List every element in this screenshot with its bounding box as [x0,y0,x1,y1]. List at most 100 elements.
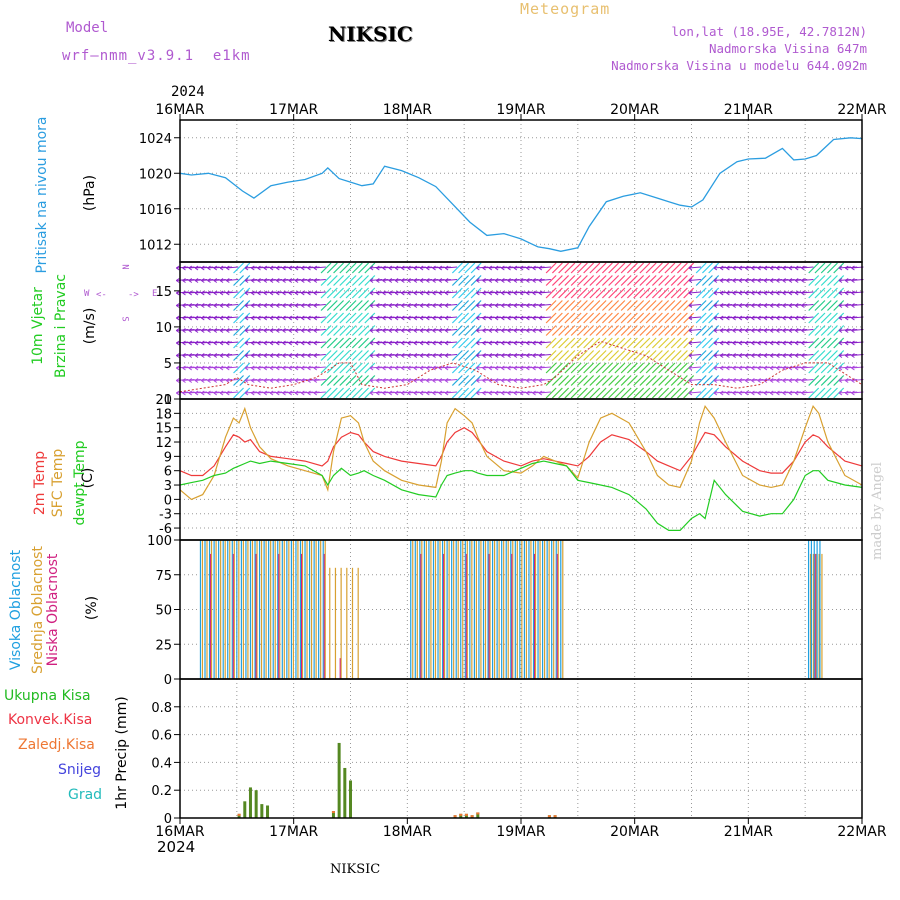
wind-arrowhead [313,265,318,271]
wind-arrowhead [488,365,493,371]
wind-arrowhead [444,328,449,333]
wind-arrowhead [763,278,768,283]
date-label-top: 19MAR [496,102,545,118]
wind-arrowhead [388,378,393,383]
wind-arrowhead [851,315,855,321]
wind-arrowhead [688,390,693,396]
wind-arrow [688,378,701,382]
wind-arrowhead [269,378,274,383]
wind-arrow [658,350,670,361]
wind-arrowhead [751,378,755,383]
wind-arrowhead [844,303,849,308]
wind-arrowhead [794,315,799,321]
wind-arrow [683,287,695,299]
wind-arrowhead [276,378,280,383]
wind-arrowhead [844,278,849,283]
wind-arrowhead [444,378,449,383]
wind-arrowhead [782,365,786,371]
wind-arrowhead [207,328,211,333]
wind-arrow [583,325,595,336]
wind-arrow [601,287,613,299]
wind-arrowhead [213,290,218,296]
wind-arrow [595,275,607,286]
wind-arrowhead [194,278,199,283]
wind-arrow [595,325,607,336]
wind-arrow [545,325,557,336]
wind-arrowhead [382,353,386,358]
wind-arrow [326,287,338,299]
wind-arrowhead [782,340,786,346]
wind-arrowhead [476,290,480,296]
wind-arrow [801,266,814,269]
y-tick-label: 15 [155,285,172,300]
wind-arrow [808,350,820,361]
wind-arrowhead [507,378,511,383]
wind-arrowhead [175,353,180,358]
wind-arrow [339,262,351,274]
wind-arrow [801,303,814,307]
precip-bar [237,813,241,818]
wind-arrow [664,325,676,336]
wind-arrowhead [219,265,224,271]
wind-arrow [564,375,576,386]
wind-arrowhead [732,328,736,333]
wind-arrow [464,262,476,274]
wind-arrowhead [401,378,405,383]
wind-arrow [239,262,251,274]
wind-arrowhead [307,378,311,383]
wind-arrowhead [532,365,536,371]
wind-arrow [670,312,682,324]
date-label-top: 20MAR [610,102,659,118]
wind-arrow [239,275,251,286]
wind-arrowhead [719,328,724,333]
date-label-bottom: 17MAR [269,824,318,840]
wind-arrowhead [269,303,274,308]
wind-arrow [683,337,695,349]
wind-arrowhead [382,290,386,296]
station-title: NIKSIC [328,22,413,46]
wind-arrowhead [526,303,530,308]
wind-arrow [608,275,620,286]
wind-arrowhead [851,303,855,308]
wind-arrow [345,287,357,299]
wind-arrowhead [713,265,718,271]
wind-arrow [814,387,826,399]
wind-arrow [808,387,820,399]
wind-arrowhead [844,328,849,333]
y-tick-label: -3 [159,508,172,523]
wind-arrow [645,337,657,349]
wind-arrow [670,275,682,286]
wind-arrowhead [444,353,449,358]
wind-arrow [445,341,458,344]
wind-arrow [589,300,601,311]
wind-arrowhead [482,378,486,383]
wind-arrowhead [407,353,411,358]
wind-arrowhead [188,265,193,271]
wind-arrowhead [394,340,399,346]
wind-arrow [608,362,620,374]
wind-arrow [313,378,326,382]
wind-arrowhead [182,340,186,346]
wind-arrow [464,275,476,286]
wind-arrow [645,275,657,286]
wind-arrowhead [438,278,443,283]
y-tick-label: 0 [164,493,172,508]
wind-arrowhead [507,340,511,346]
wind-arrow [570,350,582,361]
wind-arrow [814,362,826,374]
wind-arrowhead [438,328,443,333]
wind-arrowhead [794,278,799,283]
wind-arrowhead [313,353,318,358]
wind-arrow [676,287,688,299]
precip-frozen-bar [453,815,457,818]
wind-arrowhead [851,365,855,371]
wind-arrow [688,278,701,282]
wind-arrowhead [438,353,443,358]
wind-arrowhead [488,390,493,396]
wind-arrow [451,362,463,374]
wind-arrow [470,262,482,274]
wind-arrowhead [413,340,418,346]
wind-arrow [320,275,332,286]
wind-arrow [608,387,620,399]
wind-arrowhead [307,353,311,358]
